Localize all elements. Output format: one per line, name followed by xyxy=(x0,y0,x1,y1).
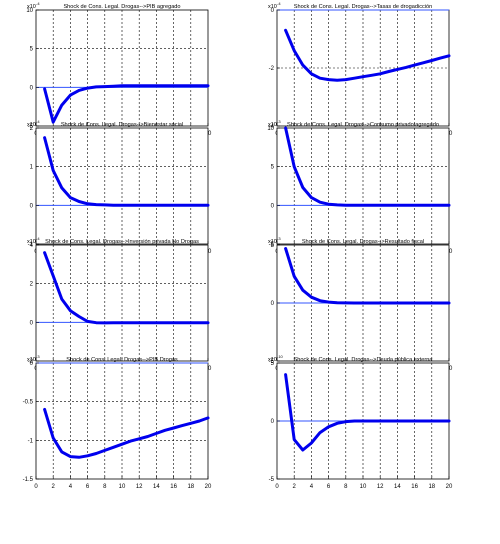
x-tick-label: 18 xyxy=(428,484,435,490)
y-tick-label: 0 xyxy=(30,320,34,326)
y-tick-label: -0.5 xyxy=(23,400,34,406)
y-tick-label: -1 xyxy=(28,438,34,444)
axis-exponent-base: x10 xyxy=(27,357,36,363)
x-tick-label: 2 xyxy=(52,484,56,490)
x-tick-label: 12 xyxy=(136,484,143,490)
x-tick-label: 8 xyxy=(103,484,107,490)
axis-exponent-base: x10 xyxy=(268,4,277,10)
y-tick-label: 0 xyxy=(30,361,34,367)
chart-title: Shock de Cons. Legal. Drogas-->Tasas de … xyxy=(294,4,433,10)
y-tick-label: 10 xyxy=(26,8,33,14)
y-tick-label: -5 xyxy=(28,124,34,130)
response-line xyxy=(43,136,210,207)
axis-exponent-power: -3 xyxy=(277,119,281,124)
axis-exponent-base: x10 xyxy=(268,239,277,245)
x-tick-label: 0 xyxy=(34,484,38,490)
response-line xyxy=(43,251,210,325)
axis-exponent-base: x10 xyxy=(27,4,36,10)
chart-title: Shock de Cons. Legal. Drogas-->Deuda púb… xyxy=(294,357,434,363)
y-tick-label: 0 xyxy=(271,301,275,307)
y-tick-label: 0 xyxy=(30,85,34,91)
y-tick-label: -5 xyxy=(269,359,275,365)
x-tick-label: 10 xyxy=(119,484,126,490)
y-tick-label: 0 xyxy=(30,203,34,209)
x-tick-label: 6 xyxy=(86,484,90,490)
axis-exponent-base: x10 xyxy=(27,122,36,128)
x-tick-label: 2 xyxy=(293,484,297,490)
y-tick-label: 4 xyxy=(30,243,34,249)
x-tick-label: 4 xyxy=(310,484,314,490)
y-tick-label: 5 xyxy=(30,47,34,53)
x-tick-label: 18 xyxy=(187,484,194,490)
y-tick-label: 0 xyxy=(271,419,275,425)
y-tick-label: 10 xyxy=(267,126,274,132)
axis-exponent-base: x10 xyxy=(27,239,36,245)
x-tick-label: 16 xyxy=(411,484,418,490)
y-tick-label: -5 xyxy=(269,477,275,483)
y-tick-label: -5 xyxy=(269,242,275,248)
axis-exponent-base: x10 xyxy=(268,122,277,128)
y-tick-label: -2 xyxy=(269,66,275,72)
x-tick-label: 8 xyxy=(344,484,348,490)
x-tick-label: 10 xyxy=(360,484,367,490)
axis-exponent-power: -10 xyxy=(277,354,284,359)
y-tick-label: 5 xyxy=(271,243,275,249)
chart-title: Shock de Cons. Legal. Drogas-->PIB Droga… xyxy=(66,357,178,363)
x-tick-label: 6 xyxy=(327,484,331,490)
y-tick-label: -2 xyxy=(28,359,34,365)
axis-exponent-power: -4 xyxy=(277,1,281,6)
response-line xyxy=(43,84,210,124)
axis-exponent-power: -3 xyxy=(277,236,281,241)
axis-exponent-power: -4 xyxy=(36,236,40,241)
axis-exponent-power: -4 xyxy=(36,119,40,124)
y-tick-label: 5 xyxy=(271,361,275,367)
y-tick-label: 0 xyxy=(271,203,275,209)
x-tick-label: 14 xyxy=(394,484,401,490)
y-tick-label: -1.5 xyxy=(23,477,34,483)
x-tick-label: 12 xyxy=(377,484,384,490)
axis-exponent-power: -3 xyxy=(36,354,40,359)
axis-exponent-base: x10 xyxy=(268,357,277,363)
response-line xyxy=(284,28,451,82)
chart-title: Shock de Cons. Legal. Drogas-->Bienestar… xyxy=(61,122,183,128)
y-tick-label: 1 xyxy=(30,165,34,171)
response-line xyxy=(284,373,451,452)
x-tick-label: 14 xyxy=(153,484,160,490)
chart-title: Shock de Cons. Legal. Drogas-->Inversión… xyxy=(45,239,199,245)
x-tick-label: 16 xyxy=(170,484,177,490)
y-tick-label: 2 xyxy=(30,126,34,132)
x-tick-label: 20 xyxy=(446,484,453,490)
y-tick-label: 0 xyxy=(271,8,275,14)
y-tick-label: -1 xyxy=(28,242,34,248)
chart-title: Shock de Cons. Legal. Drogas-->Resultado… xyxy=(302,239,424,245)
x-tick-label: 4 xyxy=(69,484,73,490)
y-tick-label: -4 xyxy=(269,124,275,130)
x-tick-label: 20 xyxy=(205,484,212,490)
axis-exponent-power: -4 xyxy=(36,1,40,6)
chart-title: Shock de Cons. Legal. Drogas-->Consumo p… xyxy=(287,122,439,128)
y-tick-label: 2 xyxy=(30,282,34,288)
response-line xyxy=(43,407,210,459)
response-line xyxy=(284,126,451,207)
response-line xyxy=(284,247,451,305)
y-tick-label: 5 xyxy=(271,165,275,171)
chart-title: Shock de Cons. Legal. Drogas-->PIB agreg… xyxy=(63,4,180,10)
x-tick-label: 0 xyxy=(275,484,279,490)
